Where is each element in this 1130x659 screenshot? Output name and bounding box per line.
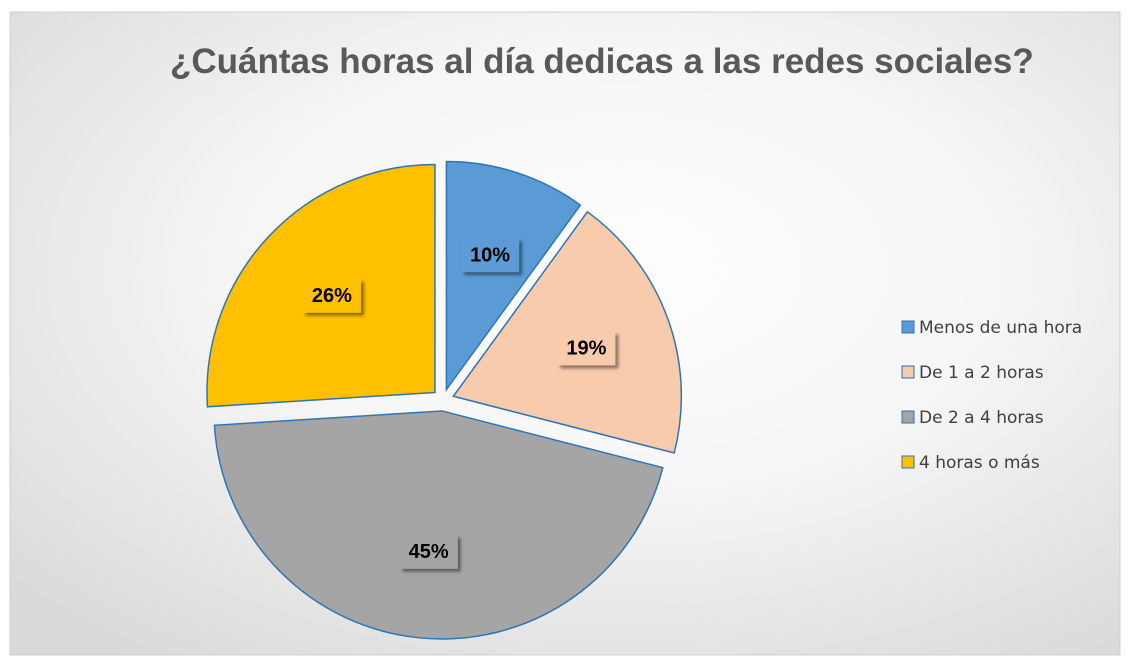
data-label-box bbox=[557, 331, 616, 366]
legend-label: Menos de una hora bbox=[919, 318, 1082, 338]
legend-label: De 2 a 4 horas bbox=[919, 408, 1044, 428]
legend-swatch bbox=[901, 365, 915, 379]
legend-swatch bbox=[901, 410, 915, 424]
data-label: 10% bbox=[470, 244, 510, 266]
pie-slice bbox=[213, 410, 664, 640]
legend-label: De 1 a 2 horas bbox=[919, 363, 1044, 383]
data-label: 45% bbox=[409, 541, 449, 563]
pie-slice bbox=[445, 160, 582, 392]
data-label-box bbox=[461, 238, 520, 273]
legend-swatch bbox=[901, 320, 915, 334]
data-label-box bbox=[399, 534, 458, 569]
data-label-box bbox=[302, 278, 361, 313]
legend-label: 4 horas o más bbox=[919, 453, 1040, 473]
legend-swatch bbox=[901, 455, 915, 469]
data-label: 19% bbox=[566, 338, 606, 360]
chart-title: ¿Cuántas horas al día dedicas a las rede… bbox=[170, 42, 1034, 81]
data-label: 26% bbox=[312, 285, 352, 307]
